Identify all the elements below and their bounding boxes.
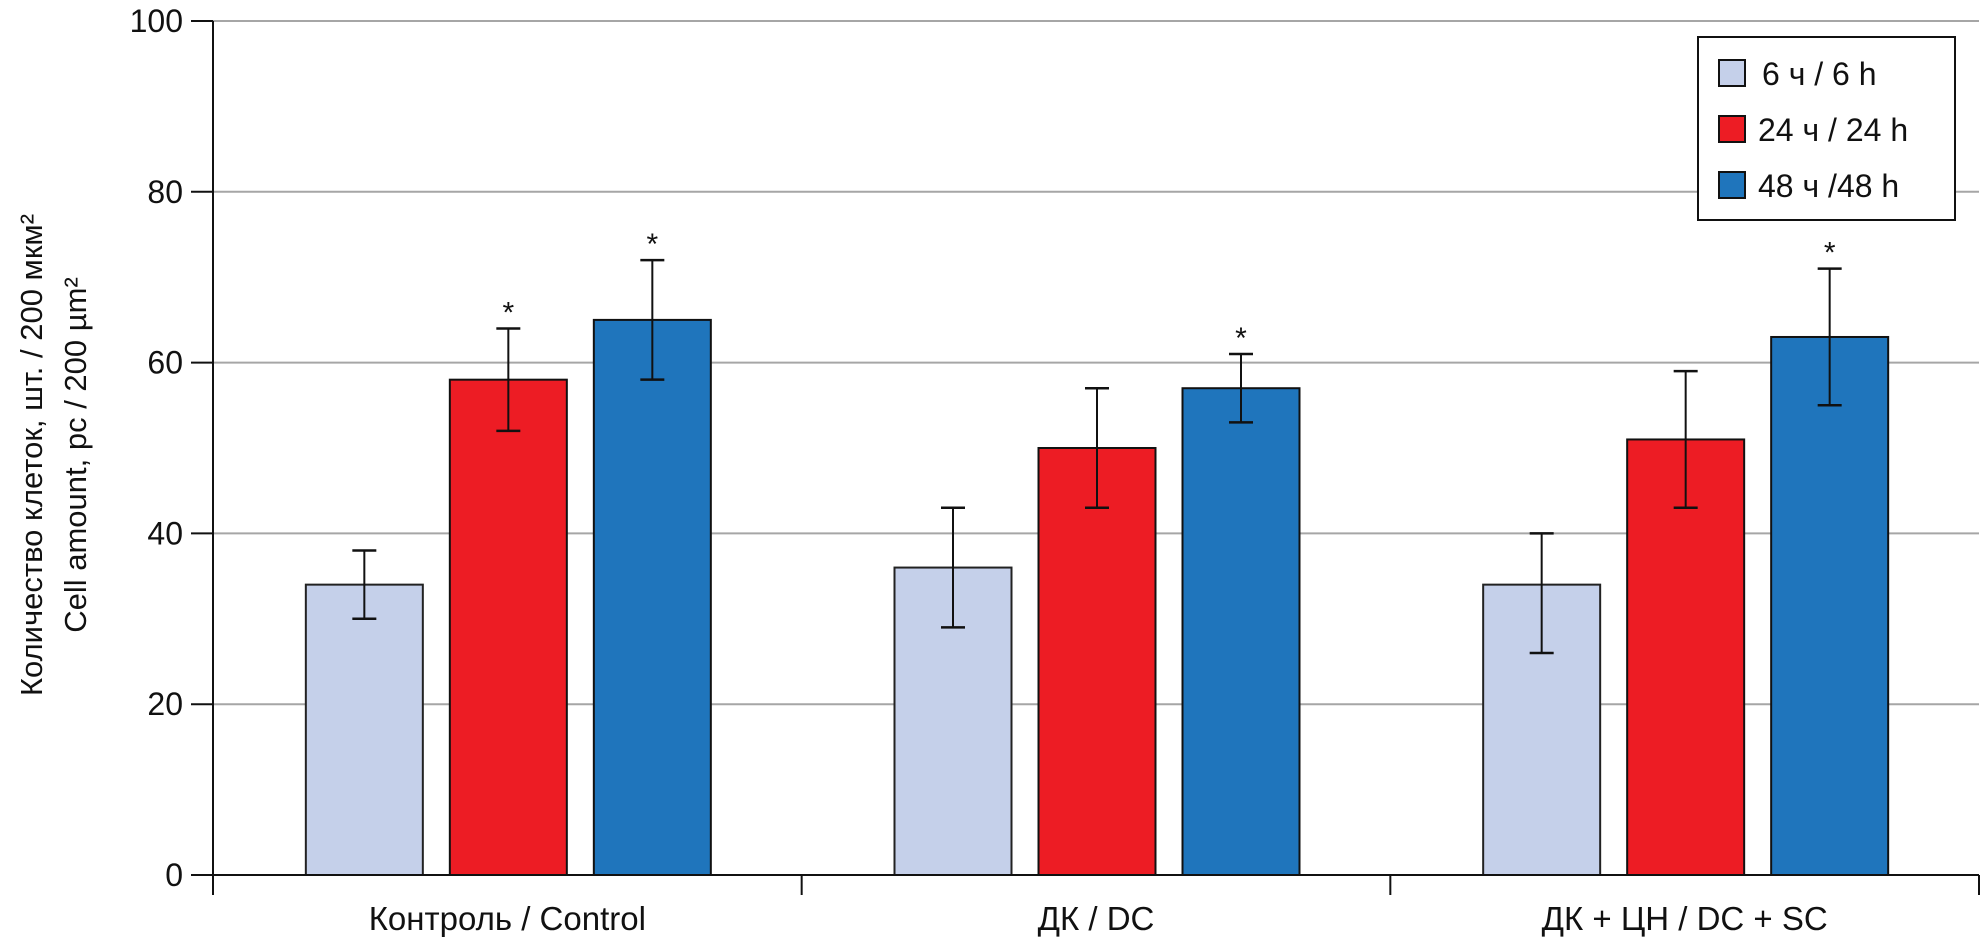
legend-swatch: [1718, 59, 1746, 87]
y-tick-label: 80: [147, 174, 183, 210]
x-category-label: ДК + ЦН / DC + SC: [1542, 900, 1828, 937]
y-tick-label: 100: [130, 3, 183, 39]
bar: [448, 378, 568, 876]
legend-label: 6 ч / 6 h: [1762, 56, 1877, 92]
legend-label: 48 ч /48 h: [1758, 168, 1899, 204]
y-tick-label: 0: [165, 857, 183, 893]
x-category-label: Контроль / Control: [369, 900, 646, 937]
y-ticks: 0 20 40 60 80 100: [130, 3, 213, 893]
legend-swatch: [1718, 171, 1746, 199]
y-axis-title-ru: Количество клеток, шт. / 200 мкм²: [14, 214, 49, 696]
bar: [1770, 335, 1890, 877]
axes: [212, 21, 1980, 895]
y-axis-title-en: Cell amount, pc / 200 µm²: [58, 277, 93, 633]
legend: 6 ч / 6 h 24 ч / 24 h 48 ч /48 h: [1697, 36, 1956, 221]
y-tick-label: 20: [147, 686, 183, 722]
bar: [592, 318, 712, 876]
significance-marker: *: [502, 296, 514, 329]
bar: [304, 583, 424, 876]
legend-swatch: [1718, 115, 1746, 143]
bar: [1181, 387, 1301, 876]
bar: [1037, 447, 1157, 876]
legend-label: 24 ч / 24 h: [1758, 112, 1908, 148]
significance-marker: *: [1235, 322, 1247, 355]
x-category-label: ДК / DC: [1038, 900, 1155, 937]
bars: * * * *: [304, 228, 1890, 877]
x-labels: Контроль / Control ДК / DC ДК + ЦН / DC + …: [369, 900, 1828, 937]
y-tick-label: 60: [147, 345, 183, 381]
y-axis-title: Количество клеток, шт. / 200 мкм² Cell a…: [14, 214, 93, 696]
y-tick-label: 40: [147, 515, 183, 551]
significance-marker: *: [646, 228, 658, 261]
significance-marker: *: [1824, 237, 1836, 270]
